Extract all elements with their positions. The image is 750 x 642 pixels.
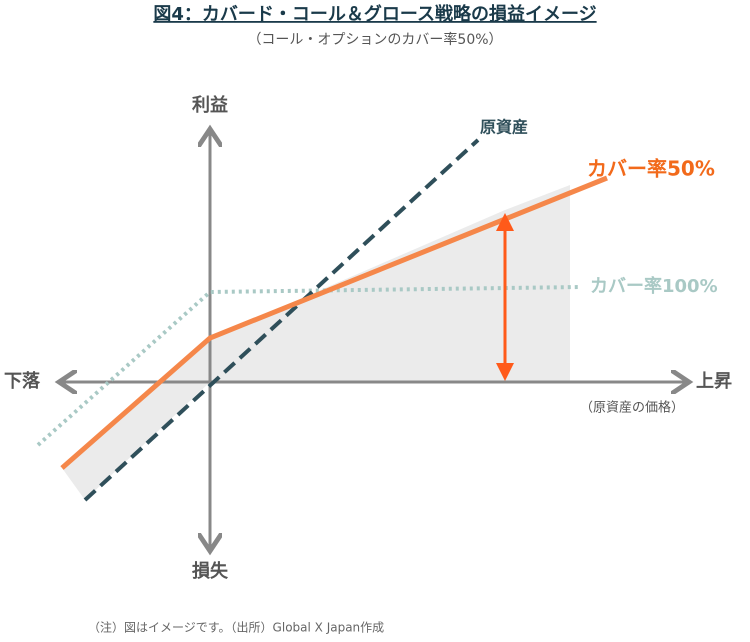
axis-right-note: （原資産の価格） (580, 400, 684, 416)
label-underlying: 原資産 (480, 118, 528, 137)
shaded-area (62, 185, 570, 500)
line-cover100 (36, 285, 581, 447)
axis-right: 上昇 (696, 371, 732, 392)
axis-left: 下落 (4, 371, 41, 392)
axis-down: 損失 (192, 560, 229, 582)
title: 図4：カバード・コール＆グロース戦略の損益イメージ (153, 3, 596, 25)
label-cover100: カバー率100% (590, 275, 718, 297)
subtitle: （コール・オプションのカバー率50%） (247, 31, 502, 48)
line-cover50 (60, 175, 608, 470)
label-cover50: カバー率50% (587, 157, 715, 181)
footnote: （注）図はイメージです。（出所）Global X Japan作成 (88, 620, 384, 635)
axis-up: 利益 (192, 94, 228, 116)
line-underlying (83, 138, 480, 502)
